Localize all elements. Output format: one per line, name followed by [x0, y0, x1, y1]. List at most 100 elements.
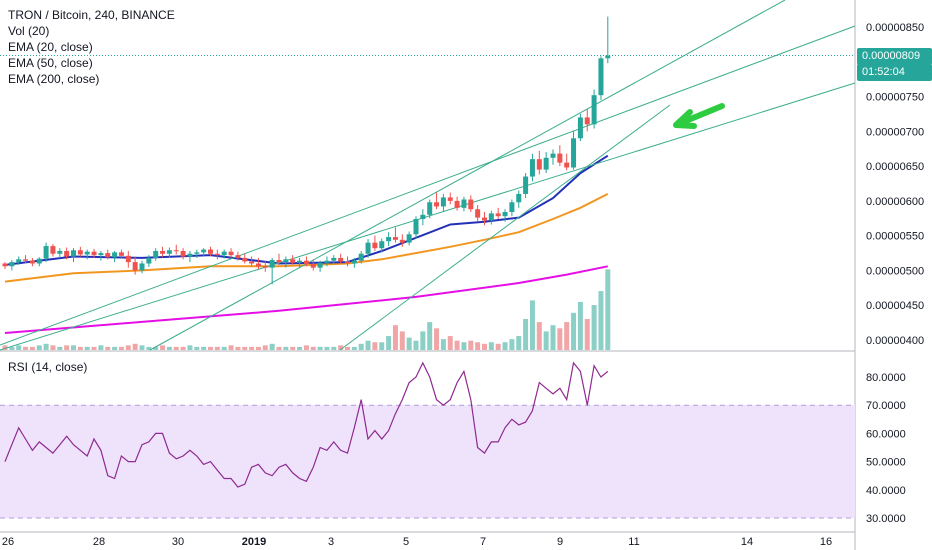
volume-bar: [262, 345, 268, 350]
rsi-band: [0, 405, 855, 518]
volume-bar: [536, 322, 542, 350]
volume-bar: [427, 322, 433, 350]
arrow-annotation: [673, 103, 725, 129]
volume-bar: [392, 325, 398, 350]
time-tick-label: 14: [741, 536, 753, 548]
trendline-upper: [0, 25, 856, 346]
volume-bar: [160, 345, 166, 350]
candle-body: [201, 249, 207, 253]
candle-body: [564, 162, 570, 168]
rsi-tick-label: 50.0000: [866, 457, 906, 469]
candle-body: [29, 260, 35, 264]
bar-countdown-tag: 01:52:04: [857, 64, 932, 81]
candle-body: [434, 202, 440, 207]
last-price-tag: 0.00000809: [857, 48, 932, 65]
trendline-fast: [339, 104, 671, 351]
price-tick-label: 0.00000650: [866, 161, 924, 173]
candle-body: [235, 255, 241, 258]
price-tick-label: 0.00000600: [866, 196, 924, 208]
candle-body: [160, 250, 166, 254]
candle-body: [77, 250, 83, 255]
candle-body: [242, 257, 248, 262]
volume-bar: [461, 342, 467, 350]
volume-bar: [112, 346, 118, 350]
volume-bar: [557, 328, 563, 350]
volume-bar: [372, 342, 378, 350]
candle-body: [269, 260, 275, 268]
candle-body: [303, 260, 309, 265]
volume-bar: [297, 346, 303, 350]
time-tick-label: 7: [480, 536, 486, 548]
volume-bar: [105, 346, 111, 350]
candle-body: [591, 95, 597, 125]
candle-body: [276, 260, 282, 263]
candle-body: [146, 257, 152, 264]
candle-body: [194, 252, 200, 254]
candle-body: [550, 153, 556, 158]
volume-bar: [180, 346, 186, 350]
volume-bar: [331, 346, 337, 350]
volume-bar: [84, 346, 90, 350]
time-tick-label: 3: [328, 536, 334, 548]
legend-ema200: EMA (200, close): [8, 72, 100, 86]
candle-body: [372, 242, 378, 249]
candle-body: [36, 258, 42, 264]
candle-body: [577, 117, 583, 139]
volume-bar: [242, 346, 248, 350]
rsi-tick-label: 30.0000: [866, 513, 906, 525]
volume-bar: [187, 345, 193, 350]
candle-body: [584, 117, 590, 125]
candle-body: [440, 197, 446, 207]
volume-bar: [64, 345, 70, 350]
rsi-tick-label: 80.0000: [866, 372, 906, 384]
price-tick-label: 0.00000850: [866, 22, 924, 34]
volume-bar: [50, 345, 56, 350]
ema200-line: [4, 265, 608, 334]
candle-body: [495, 213, 501, 217]
volume-bar: [324, 346, 330, 350]
volume-bar: [550, 325, 556, 350]
candle-body: [331, 257, 337, 261]
candle-body: [413, 218, 419, 235]
volume-bar: [358, 343, 364, 350]
volume-bar: [71, 345, 76, 350]
candle-body: [16, 259, 22, 263]
chart-legend: TRON / Bitcoin, 240, BINANCE Vol (20) EM…: [8, 7, 175, 87]
time-tick-label: 5: [403, 536, 409, 548]
time-tick-label: 9: [557, 536, 563, 548]
candle-body: [447, 197, 453, 201]
candle-body: [379, 241, 385, 249]
candle-body: [173, 250, 179, 252]
volume-bar: [57, 346, 63, 350]
candle-body: [187, 253, 193, 257]
candle-body: [317, 262, 323, 268]
time-tick-label: 16: [820, 536, 832, 548]
candle-body: [290, 259, 296, 263]
time-tick-label: 30: [172, 536, 184, 548]
candle-body: [2, 263, 8, 267]
volume-bar: [516, 336, 522, 350]
candle-body: [310, 264, 316, 268]
candle-body: [571, 138, 577, 168]
ema20-line: [4, 154, 609, 266]
candle-body: [358, 253, 364, 261]
candle-body: [71, 250, 76, 257]
candle-body: [9, 262, 15, 267]
candle-body: [139, 263, 145, 271]
volume-bar: [365, 340, 371, 350]
volume-bar: [303, 345, 309, 350]
candle-body: [214, 253, 220, 256]
rsi-legend: RSI (14, close): [8, 360, 88, 374]
candle-body: [468, 199, 474, 210]
volume-bar: [146, 346, 152, 350]
volume-bar: [173, 346, 179, 350]
volume-bar: [194, 346, 200, 350]
volume-bar: [290, 346, 296, 350]
candle-body: [118, 252, 124, 256]
candle-body: [516, 193, 522, 203]
volume-bar: [91, 346, 97, 350]
candle-body: [386, 237, 392, 242]
candle-body: [166, 250, 172, 254]
volume-bar: [440, 339, 446, 350]
